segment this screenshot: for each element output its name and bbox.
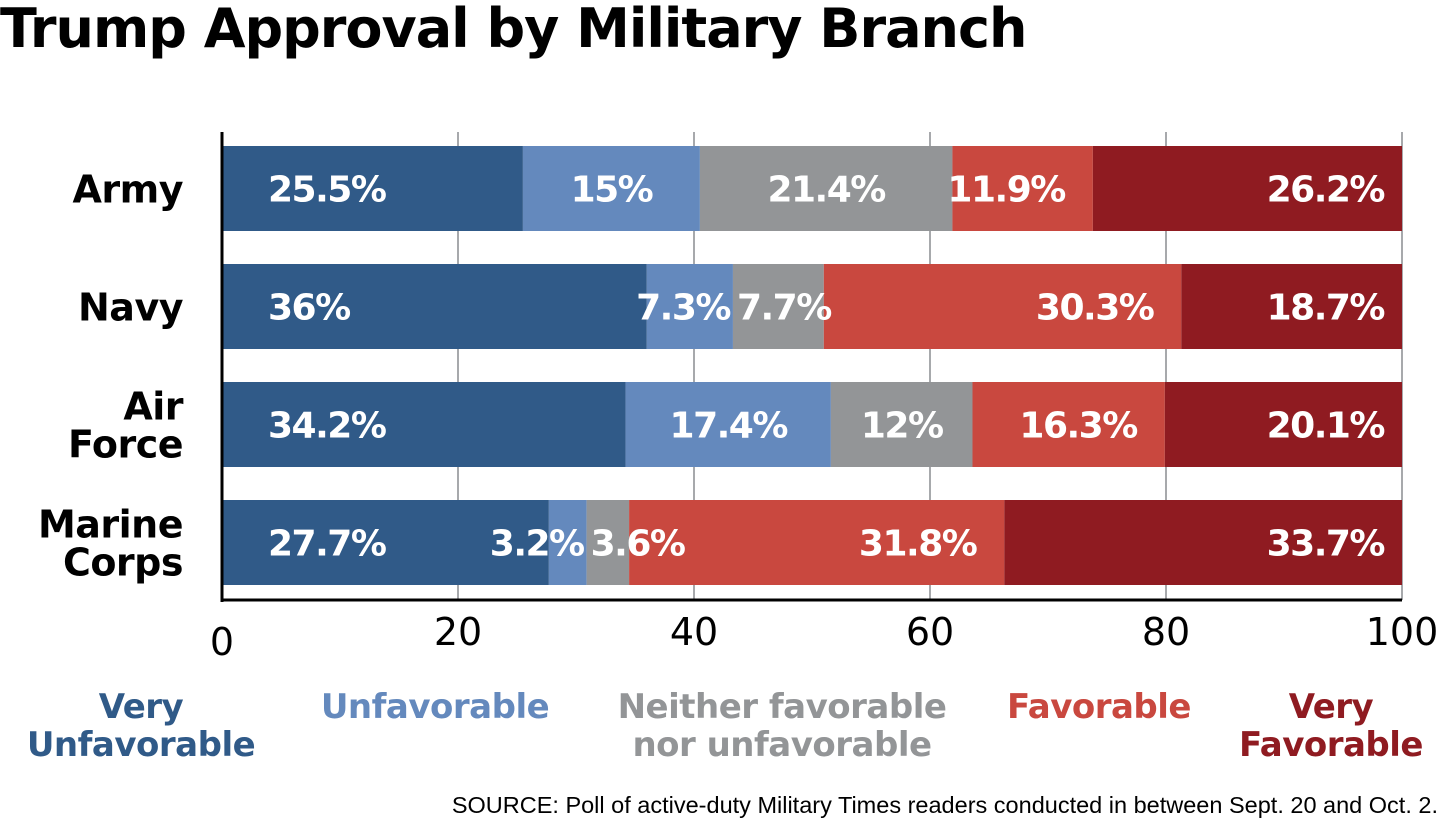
data-label-army-1: 25.5% <box>268 170 386 211</box>
bar-marine-corps-segment-5 <box>1004 500 1402 585</box>
bar-army-segment-1 <box>222 146 523 231</box>
bar-marine-corps-segment-4 <box>629 500 1005 585</box>
bar-navy-segment-5 <box>1181 264 1402 349</box>
segment-labels: 25.5% 15% 21.4% 11.9% 26.2% 36% 7.3% 7.7% 30.3% 1… <box>268 170 1386 565</box>
bar-navy-segment-1 <box>222 264 647 349</box>
category-label-air-force-1: Air <box>123 385 183 429</box>
category-label-marine-corps-1: Marine <box>38 503 183 547</box>
data-label-navy-5: 18.7% <box>1267 288 1385 329</box>
data-label-navy-3: 7.7% <box>737 288 831 329</box>
category-label-marine-corps-2: Corps <box>63 541 183 585</box>
legend-item-5-line-2: Favorable <box>1239 725 1423 765</box>
data-label-army-4: 11.9% <box>947 170 1065 211</box>
legend-item-1-line-2: Unfavorable <box>27 725 255 765</box>
axes <box>220 132 1402 602</box>
bar-air-force-segment-3 <box>830 382 973 467</box>
x-tick-label-40: 40 <box>670 610 718 654</box>
data-label-navy-1: 36% <box>268 288 350 329</box>
data-label-navy-4: 30.3% <box>1036 288 1154 329</box>
bar-air-force-segment-5 <box>1164 382 1402 467</box>
data-label-marine-corps-3: 3.6% <box>591 524 685 565</box>
bar-air-force-segment-4 <box>972 382 1165 467</box>
data-label-army-2: 15% <box>571 170 653 211</box>
data-label-air-force-5: 20.1% <box>1267 406 1385 447</box>
x-tick-labels: 0 20 40 60 80 100 <box>210 610 1438 664</box>
data-label-army-5: 26.2% <box>1267 170 1385 211</box>
x-tick-label-0: 0 <box>210 620 234 664</box>
source-note: SOURCE: Poll of active-duty Military Tim… <box>452 792 1438 818</box>
bar-air-force-segment-2 <box>625 382 831 467</box>
category-label-air-force-2: Force <box>68 423 183 467</box>
data-label-marine-corps-1: 27.7% <box>268 524 386 565</box>
chart-title: Trump Approval by Military Branch <box>0 0 1026 60</box>
category-label-navy-1: Navy <box>78 286 184 330</box>
bar-navy-segment-2 <box>646 264 733 349</box>
bar-army-segment-4 <box>952 146 1093 231</box>
legend-item-4-line-1: Favorable <box>1007 687 1191 727</box>
data-label-marine-corps-4: 31.8% <box>859 524 977 565</box>
data-label-air-force-3: 12% <box>861 406 943 447</box>
bar-navy-segment-3 <box>732 264 824 349</box>
legend-item-2-line-1: Unfavorable <box>321 687 549 727</box>
data-label-air-force-1: 34.2% <box>268 406 386 447</box>
bars <box>222 146 1402 585</box>
data-label-air-force-2: 17.4% <box>670 406 788 447</box>
bar-marine-corps-segment-2 <box>548 500 587 585</box>
bar-marine-corps-segment-1 <box>222 500 549 585</box>
data-label-marine-corps-2: 3.2% <box>490 524 584 565</box>
bar-army-segment-5 <box>1092 146 1402 231</box>
category-label-army-1: Army <box>72 168 183 212</box>
legend-item-5-line-1: Very <box>1289 687 1374 727</box>
data-label-air-force-4: 16.3% <box>1019 406 1137 447</box>
data-label-marine-corps-5: 33.7% <box>1267 524 1385 565</box>
bar-marine-corps-segment-3 <box>586 500 630 585</box>
legend-item-3-line-1: Neither favorable <box>618 687 947 727</box>
data-label-army-3: 21.4% <box>767 170 885 211</box>
bar-army-segment-2 <box>522 146 700 231</box>
bar-army-segment-3 <box>699 146 953 231</box>
x-tick-label-60: 60 <box>906 610 954 654</box>
legend-item-1-line-1: Very <box>99 687 184 727</box>
legend-item-3-line-2: nor unfavorable <box>632 725 931 765</box>
x-tick-label-80: 80 <box>1142 610 1190 654</box>
x-tick-label-20: 20 <box>434 610 482 654</box>
data-label-navy-2: 7.3% <box>636 288 730 329</box>
x-tick-label-100: 100 <box>1366 610 1439 654</box>
bar-air-force-segment-1 <box>222 382 626 467</box>
bar-navy-segment-4 <box>823 264 1182 349</box>
